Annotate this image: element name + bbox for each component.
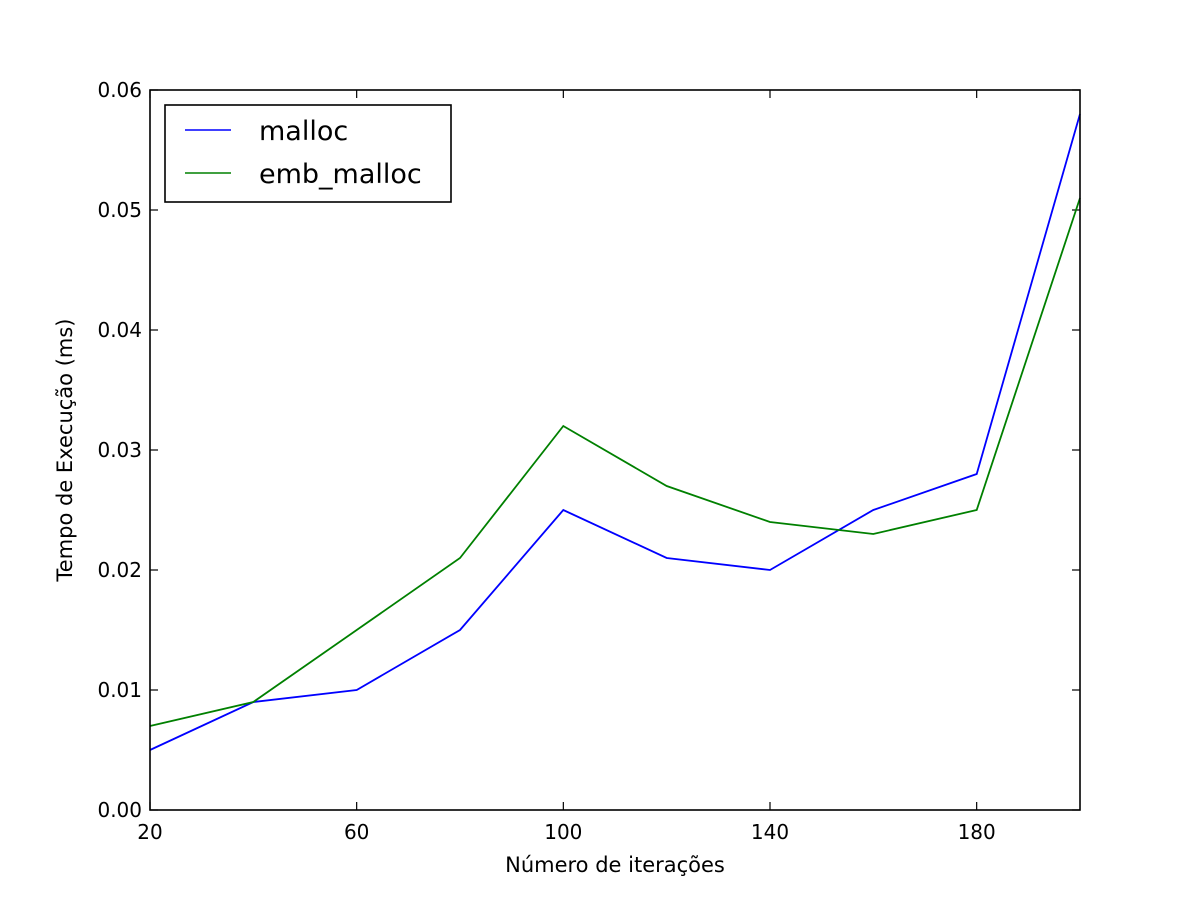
y-tick-label: 0.02 [97, 558, 142, 582]
y-tick-label: 0.00 [97, 798, 142, 822]
x-tick-label: 20 [137, 820, 162, 844]
y-tick-label: 0.05 [97, 198, 142, 222]
x-axis-label: Número de iterações [505, 853, 725, 877]
x-tick-label: 100 [544, 820, 582, 844]
x-tick-label: 140 [751, 820, 789, 844]
x-tick-label: 180 [958, 820, 996, 844]
series-lines [149, 113, 1081, 751]
y-tick-label: 0.01 [97, 678, 142, 702]
legend: malloc emb_malloc [164, 104, 452, 203]
x-axis-ticks: 20 60 100 140 180 [137, 90, 996, 844]
y-tick-label: 0.06 [97, 78, 142, 102]
x-tick-label: 60 [344, 820, 369, 844]
legend-box [164, 104, 452, 203]
legend-label-malloc: malloc [259, 116, 348, 147]
plot-frame [149, 89, 1081, 811]
y-axis-ticks: 0.00 0.01 0.02 0.03 0.04 0.05 0.06 [97, 78, 1080, 822]
legend-label-emb-malloc: emb_malloc [259, 159, 422, 190]
y-axis-label: Tempo de Execução (ms) [53, 319, 77, 583]
series-line-emb-malloc [149, 197, 1081, 727]
series-line-malloc [149, 113, 1081, 751]
y-tick-label: 0.03 [97, 438, 142, 462]
y-tick-label: 0.04 [97, 318, 142, 342]
